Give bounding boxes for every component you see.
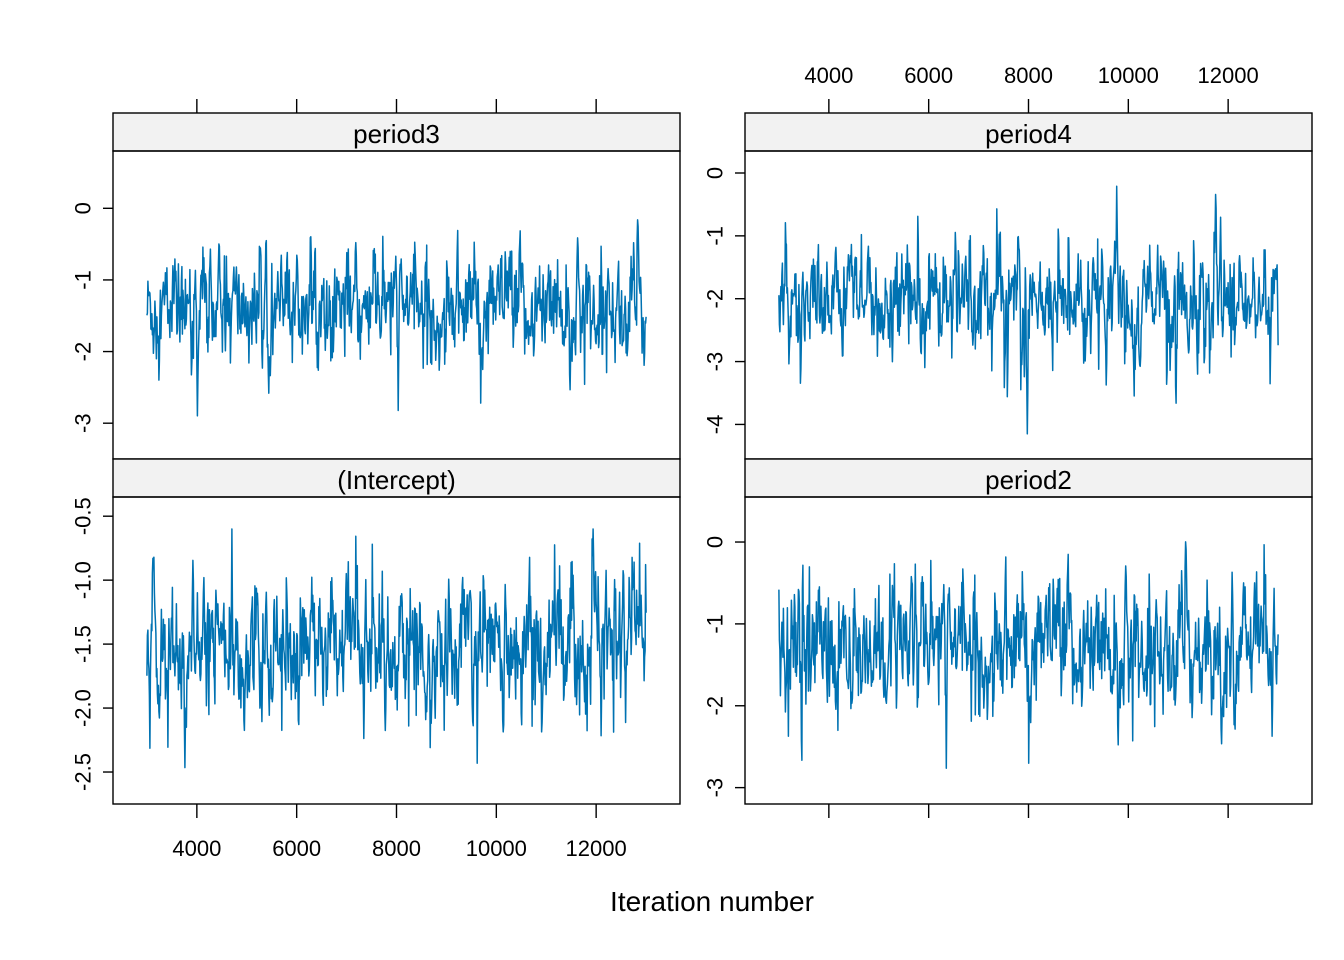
y-tick-label: -3 (71, 413, 96, 433)
x-tick-label: 10000 (1098, 63, 1159, 88)
y-tick-label: -0.5 (71, 497, 96, 535)
trace-line (146, 219, 647, 417)
strip-label: period2 (985, 465, 1072, 495)
y-tick-label: -1.0 (71, 561, 96, 599)
strip (112, 458, 681, 498)
y-tick-label: -2 (703, 289, 728, 309)
panel-intercept: (Intercept) -0.5 -1.0 -1.5 -2.0 -2.5 4000 6000 8… (71, 458, 681, 861)
x-tick-label: 8000 (372, 836, 421, 861)
strip-label: period3 (353, 119, 440, 149)
y-tick-label: -3 (703, 352, 728, 372)
x-tick-label: 6000 (904, 63, 953, 88)
x-tick-label: 4000 (804, 63, 853, 88)
x-tick-label: 4000 (172, 836, 221, 861)
trace-line (778, 541, 1279, 770)
y-tick-label: 0 (703, 167, 728, 179)
strip-label: period4 (985, 119, 1072, 149)
y-tick-label: 0 (703, 536, 728, 548)
x-tick-label: 6000 (272, 836, 321, 861)
panel-period4: period4 0 -1 -2 -3 -4 4000 6000 8000 10000 12000 (703, 63, 1313, 460)
panel-period3: period3 0 -1 -2 -3 (71, 99, 681, 460)
strip (744, 112, 1313, 152)
y-tick-label: -3 (703, 778, 728, 798)
y-tick-label: -2.5 (71, 753, 96, 791)
strip (744, 458, 1313, 498)
strip-label: (Intercept) (337, 465, 456, 495)
y-tick-label: -2 (703, 696, 728, 716)
y-tick-label: -4 (703, 415, 728, 435)
x-tick-label: 12000 (1198, 63, 1259, 88)
y-tick-label: -2.0 (71, 689, 96, 727)
x-tick-label: 12000 (566, 836, 627, 861)
x-axis-label: Iteration number (610, 886, 814, 917)
y-tick-label: -1.5 (71, 625, 96, 663)
x-tick-label: 8000 (1004, 63, 1053, 88)
trace-line (146, 528, 647, 769)
y-tick-label: -1 (71, 270, 96, 290)
y-tick-label: -1 (703, 614, 728, 634)
strip (112, 112, 681, 152)
y-tick-label: -1 (703, 226, 728, 246)
trace-line (778, 185, 1279, 435)
y-tick-label: -2 (71, 342, 96, 362)
x-tick-label: 10000 (466, 836, 527, 861)
y-tick-label: 0 (71, 202, 96, 214)
panel-period2: period2 0 -1 -2 -3 (703, 458, 1313, 818)
